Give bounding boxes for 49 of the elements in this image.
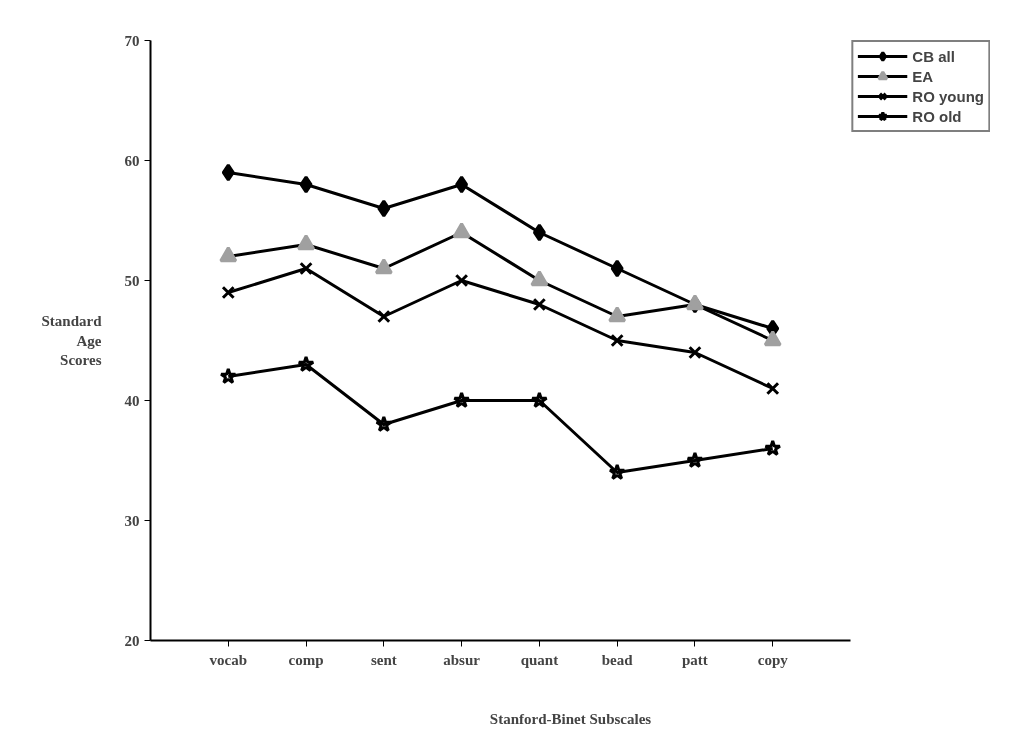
y-tick-label: 40 [124,392,140,409]
point [297,355,315,373]
point [452,222,471,239]
point [299,261,313,276]
legend-label: CB all [912,47,955,65]
y-axis-title: Standard Age Scores [41,313,103,368]
x-axis-title: Stanford-Binet Subscales [489,710,652,727]
point [374,258,393,275]
y-tick-label: 20 [124,632,140,649]
x-tick-label: vocab [209,651,248,668]
point [297,234,316,251]
point [532,297,547,312]
x-tick-label: absur [443,651,481,668]
point [688,345,702,360]
x-tick-label: sent [370,651,397,668]
y-tick-label: 70 [124,32,140,49]
point [219,246,238,263]
point [530,270,549,287]
x-tick-label: bead [601,651,634,668]
x-tick-label: quant [520,651,559,668]
point [299,175,313,194]
point [455,175,469,194]
point [610,333,624,348]
point [608,463,626,481]
point [530,391,549,409]
point [765,381,780,396]
point [608,306,627,323]
legend-label: RO young [912,87,984,105]
point [610,259,624,278]
point [219,367,237,385]
y-tick-label: 50 [124,272,140,289]
point [763,330,782,347]
x-tick-label: comp [288,651,324,668]
point [377,199,391,218]
point [764,439,782,457]
y-tick-label: 30 [124,512,140,529]
x-tick-label: copy [757,651,789,668]
point [221,163,235,182]
point [375,415,393,433]
point [532,223,546,242]
point [452,391,471,409]
point [377,309,391,324]
legend-label: EA [912,67,934,85]
point [686,451,704,469]
x-tick-label: patt [682,651,708,668]
legend-label: RO old [912,107,962,125]
point [454,273,469,288]
point [221,285,236,300]
y-tick-label: 60 [124,152,140,169]
